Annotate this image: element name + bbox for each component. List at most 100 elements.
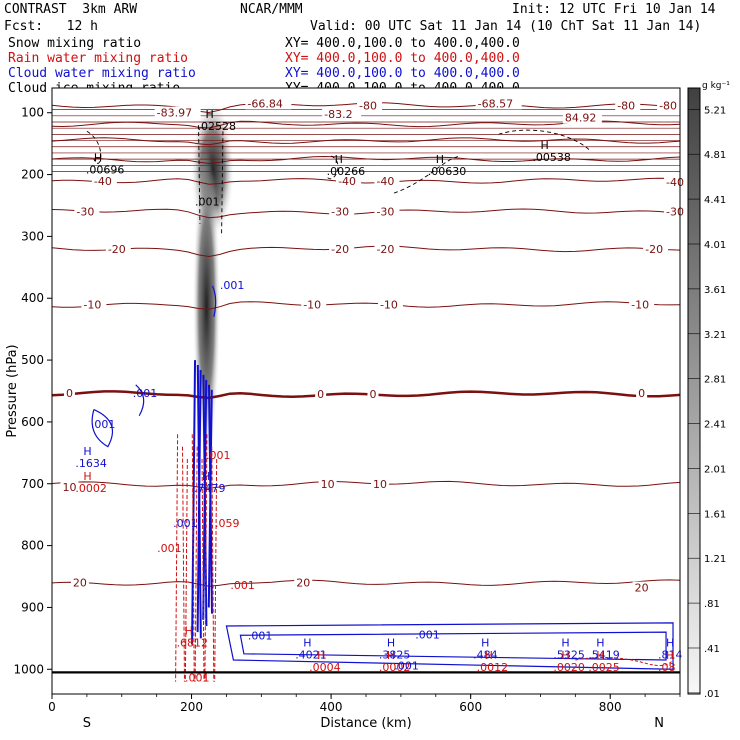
isotherm-label: -40 — [338, 175, 356, 188]
isotherm-label: 10 — [62, 481, 76, 494]
y-tick-label: 600 — [21, 415, 44, 429]
rain-extremum-value: .08 — [658, 661, 676, 674]
ice-contour — [393, 155, 461, 194]
isotherm-label: -40 — [94, 175, 112, 188]
isotherm-label: 0 — [317, 388, 324, 401]
isotherm-label-bg — [374, 242, 400, 255]
rain-extremum-value: .0025 — [588, 661, 620, 674]
y-tick-label: 100 — [21, 106, 44, 120]
rain-extremum-mark: H — [83, 470, 91, 483]
rain-contour-label: .001 — [157, 542, 182, 555]
isotherm-label-bg — [374, 205, 400, 218]
x-tick-label: 600 — [459, 700, 482, 714]
colorbar — [687, 87, 701, 695]
isotherm-line — [51, 301, 681, 310]
cloud-extremum-mark: H — [303, 637, 311, 650]
north-label: N — [654, 716, 664, 731]
colorbar-label: 4.01 — [704, 240, 726, 251]
isotherm-label-bg — [70, 576, 89, 589]
rain-extremum-mark: H — [485, 649, 493, 662]
isotherm-label: -30 — [331, 206, 349, 219]
isotherm-label-bg — [357, 99, 383, 112]
isotherm-label: -20 — [331, 243, 349, 256]
isotherm-label: -40 — [376, 175, 394, 188]
rain-contour — [575, 657, 674, 667]
ice-extremum-mark: H — [540, 139, 548, 152]
rain-extremum-mark: H — [185, 624, 193, 637]
rain-extremum-value: .0012 — [477, 661, 509, 674]
cloud-contour-label: .001 — [220, 279, 245, 292]
isotherm-line — [51, 480, 681, 489]
cloud-xy: XY= 400.0,100.0 to 400.0,400.0 — [285, 66, 520, 81]
fcst-label: Fcst: 12 h — [4, 19, 98, 34]
rain-contour — [201, 459, 205, 682]
isotherm-label: -66.84 — [247, 97, 282, 110]
isotherm-label-bg — [318, 477, 337, 490]
isotherm-label: 20 — [296, 577, 310, 590]
model-title: CONTRAST 3km ARW — [4, 2, 138, 17]
snow-legend: Snow mixing ratio — [8, 36, 142, 51]
org-label: NCAR/MMM — [240, 2, 303, 17]
y-tick-label: 400 — [21, 291, 44, 305]
cloud-contour-label: .001 — [415, 628, 440, 641]
isotherm-label-bg — [91, 174, 117, 187]
isotherm-label: 20 — [73, 577, 87, 590]
ice-extremum-mark: H — [206, 108, 214, 121]
colorbar-label: 4.81 — [704, 150, 726, 161]
y-tick-label: 700 — [21, 477, 44, 491]
colorbar-label: .01 — [704, 689, 720, 700]
ice-extremum-value: .00696 — [86, 163, 125, 176]
isotherm-line — [51, 177, 681, 185]
isotherm-label-bg — [154, 106, 201, 119]
y-tick-label: 500 — [21, 353, 44, 367]
isotherm-label: -10 — [83, 298, 101, 311]
rain-contour — [184, 459, 188, 682]
isotherm-label-bg — [374, 174, 400, 187]
rain-extremum-value: .6812 — [177, 636, 209, 649]
cloud-extremum-value: .484 — [473, 649, 498, 662]
cloud-extremum-value: .814 — [658, 649, 683, 662]
ice-contour-label: .001 — [195, 195, 220, 208]
cloud-extremum-mark: H — [481, 637, 489, 650]
isotherm-label: -20 — [108, 243, 126, 256]
isotherm-label-bg — [60, 480, 79, 493]
rain-contour — [181, 446, 185, 682]
rain-extremum-mark: H — [596, 649, 604, 662]
isotherm-label: 10 — [321, 478, 335, 491]
isotherm-label: -20 — [376, 243, 394, 256]
snow-xy: XY= 400.0,100.0 to 400.0,400.0 — [285, 36, 520, 51]
colorbar-label: 1.21 — [704, 554, 726, 565]
isotherm-label: 10 — [373, 478, 387, 491]
rain-extremum-mark: H — [666, 649, 674, 662]
cloud-column-line — [207, 389, 213, 608]
ice-extremum-value: .00538 — [532, 151, 571, 164]
isotherm-label-bg — [377, 298, 403, 311]
rain-extremum-mark: H — [561, 649, 569, 662]
colorbar-label: 2.41 — [704, 420, 726, 431]
ice-extremum-value: .02528 — [198, 120, 237, 133]
isotherm-label-bg — [81, 298, 107, 311]
isotherm-line — [51, 579, 681, 587]
isotherm-label: 0 — [638, 387, 645, 400]
isotherm-label: -20 — [645, 243, 663, 256]
cloud-contour — [239, 631, 667, 661]
cloud-extremum-mark: H — [387, 637, 395, 650]
cloud-contour-label: .001 — [394, 659, 419, 672]
isotherm-label-bg — [367, 388, 379, 401]
cloud-contour — [225, 622, 674, 670]
cloud-contour-label: .001 — [133, 387, 158, 400]
colorbar-label: 1.61 — [704, 509, 726, 520]
rain-contour — [191, 434, 195, 682]
rain-extremum-value: .0002 — [75, 482, 107, 495]
cloud-legend: Cloud water mixing ratio — [8, 66, 196, 81]
cloud-extremum-value: .3825 — [379, 649, 411, 662]
cloud-column-line — [191, 360, 197, 645]
y-tick-label: 200 — [21, 168, 44, 182]
isotherm-label: -80 — [659, 99, 677, 112]
rain-contour — [211, 446, 215, 682]
isotherm-label-bg — [63, 386, 75, 399]
isotherm-label-bg — [315, 388, 327, 401]
isotherm-label-bg — [329, 205, 355, 218]
cloud-extremum-mark: H — [666, 637, 674, 650]
